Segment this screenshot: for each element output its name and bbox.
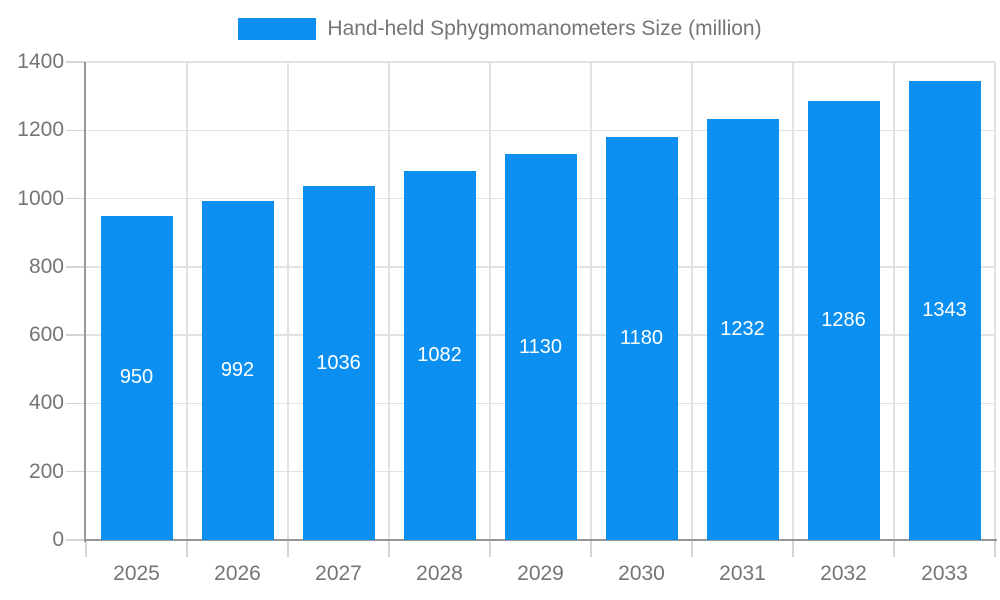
y-axis-tick bbox=[66, 539, 86, 541]
bar-value-label: 1036 bbox=[316, 351, 361, 374]
x-axis-line bbox=[84, 539, 997, 541]
legend-swatch-icon bbox=[238, 18, 317, 40]
y-axis-tick-label: 200 bbox=[28, 459, 64, 483]
x-gridline bbox=[893, 62, 895, 540]
x-gridline bbox=[388, 62, 390, 540]
legend-label: Hand-held Sphygmomanometers Size (millio… bbox=[327, 17, 762, 40]
x-axis-tick bbox=[792, 540, 794, 557]
bar-2026[interactable]: 992 bbox=[201, 201, 274, 540]
bar-2028[interactable]: 1082 bbox=[403, 170, 476, 540]
x-axis-tick bbox=[994, 540, 996, 557]
bar-2031[interactable]: 1232 bbox=[706, 119, 779, 540]
x-gridline bbox=[792, 62, 794, 540]
y-gridline bbox=[86, 61, 995, 63]
y-axis-tick-label: 1200 bbox=[17, 118, 64, 142]
bar-2025[interactable]: 950 bbox=[100, 215, 173, 540]
x-axis-tick-label: 2031 bbox=[719, 562, 766, 585]
x-gridline bbox=[287, 62, 289, 540]
x-axis-tick-label: 2027 bbox=[315, 562, 362, 585]
x-axis-tick bbox=[186, 540, 188, 557]
y-axis-tick-label: 1400 bbox=[17, 50, 64, 73]
y-axis-tick-label: 1000 bbox=[17, 186, 64, 210]
x-gridline bbox=[691, 62, 693, 540]
y-gridline bbox=[86, 129, 995, 132]
x-axis-tick bbox=[893, 540, 895, 557]
x-gridline bbox=[186, 62, 188, 540]
x-axis-tick bbox=[287, 540, 289, 557]
bar-value-label: 1343 bbox=[922, 299, 967, 322]
bar-2030[interactable]: 1180 bbox=[605, 137, 678, 540]
x-gridline bbox=[489, 62, 491, 540]
bar-2033[interactable]: 1343 bbox=[908, 81, 981, 540]
x-axis-tick bbox=[691, 540, 693, 557]
x-axis-tick-label: 2033 bbox=[921, 562, 968, 585]
bar-value-label: 950 bbox=[119, 366, 154, 389]
x-axis-tick bbox=[85, 540, 87, 557]
bar-value-label: 1130 bbox=[518, 335, 562, 358]
x-axis-tick-label: 2028 bbox=[416, 562, 463, 585]
y-axis-tick-label: 800 bbox=[28, 254, 64, 278]
bar-value-label: 1286 bbox=[821, 308, 866, 331]
x-axis-tick-label: 2029 bbox=[517, 562, 564, 585]
y-axis-tick-label: 400 bbox=[28, 391, 64, 415]
bar-value-label: 1082 bbox=[417, 343, 462, 366]
bar-value-label: 1180 bbox=[619, 327, 663, 350]
x-axis-tick bbox=[489, 540, 491, 557]
y-axis-tick bbox=[66, 266, 86, 268]
x-gridline bbox=[590, 62, 592, 540]
bar-2029[interactable]: 1130 bbox=[504, 154, 577, 540]
x-axis-tick bbox=[590, 540, 592, 557]
x-axis-tick bbox=[388, 540, 390, 557]
x-axis-tick-label: 2026 bbox=[214, 562, 261, 585]
y-axis-line bbox=[84, 62, 86, 542]
legend-item[interactable]: Hand-held Sphygmomanometers Size (millio… bbox=[0, 17, 1000, 41]
bar-2032[interactable]: 1286 bbox=[807, 100, 880, 540]
y-axis-tick bbox=[66, 61, 86, 63]
y-axis-tick bbox=[66, 470, 86, 473]
y-axis-tick bbox=[66, 197, 86, 200]
x-axis-tick-label: 2030 bbox=[618, 562, 665, 585]
bar-value-label: 1232 bbox=[720, 318, 765, 341]
x-axis-tick-label: 2032 bbox=[820, 562, 867, 585]
y-axis-tick bbox=[66, 334, 86, 336]
y-axis-tick bbox=[66, 402, 86, 405]
bar-value-label: 992 bbox=[220, 359, 255, 382]
x-axis-tick-label: 2025 bbox=[113, 562, 160, 585]
x-gridline bbox=[994, 62, 996, 540]
bar-2027[interactable]: 1036 bbox=[302, 186, 375, 540]
y-axis-tick bbox=[66, 129, 86, 132]
y-axis-tick-label: 0 bbox=[52, 528, 64, 551]
y-axis-tick-label: 600 bbox=[28, 323, 64, 347]
